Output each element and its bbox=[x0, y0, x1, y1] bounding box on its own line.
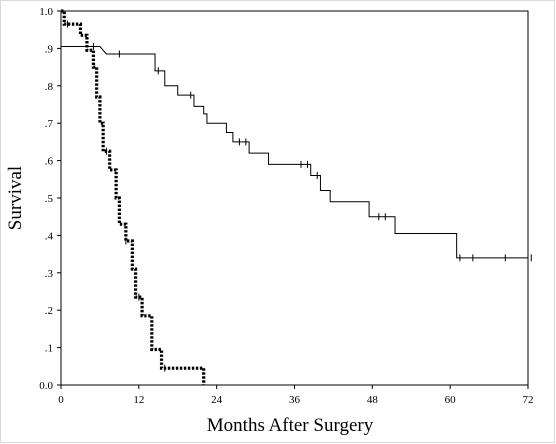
survival-curve-1 bbox=[61, 46, 528, 259]
y-tick-label: .8 bbox=[45, 81, 54, 93]
x-tick-label: 60 bbox=[445, 394, 457, 406]
y-tick-label: .2 bbox=[45, 305, 53, 317]
x-tick-label: 24 bbox=[211, 394, 223, 406]
y-tick-label: .7 bbox=[45, 118, 54, 130]
y-axis: 0.0 .1 .2 .3 .4 .5 .6 .7 .8 .9 1.0 bbox=[39, 6, 61, 392]
x-axis: 0 12 24 36 48 60 72 bbox=[58, 385, 534, 406]
y-tick-label: .1 bbox=[45, 343, 53, 355]
y-tick-label: .5 bbox=[45, 193, 54, 205]
y-tick-label: .3 bbox=[45, 268, 54, 280]
plot-area-border bbox=[60, 10, 529, 386]
x-tick-label: 72 bbox=[523, 394, 534, 406]
x-axis-label: Months After Surgery bbox=[207, 415, 374, 436]
y-tick-label: .6 bbox=[45, 156, 54, 168]
x-tick-label: 36 bbox=[289, 394, 301, 406]
y-axis-label: Survival bbox=[5, 166, 26, 230]
survival-curves bbox=[61, 9, 532, 385]
y-tick-label: 0.0 bbox=[39, 380, 53, 392]
x-tick-label: 0 bbox=[58, 394, 64, 406]
x-tick-label: 48 bbox=[367, 394, 379, 406]
y-tick-label: .9 bbox=[45, 43, 54, 55]
x-tick-label: 12 bbox=[133, 394, 144, 406]
y-tick-label: 1.0 bbox=[39, 6, 53, 18]
survival-curve-2 bbox=[61, 9, 206, 385]
y-tick-label: .4 bbox=[45, 230, 54, 242]
